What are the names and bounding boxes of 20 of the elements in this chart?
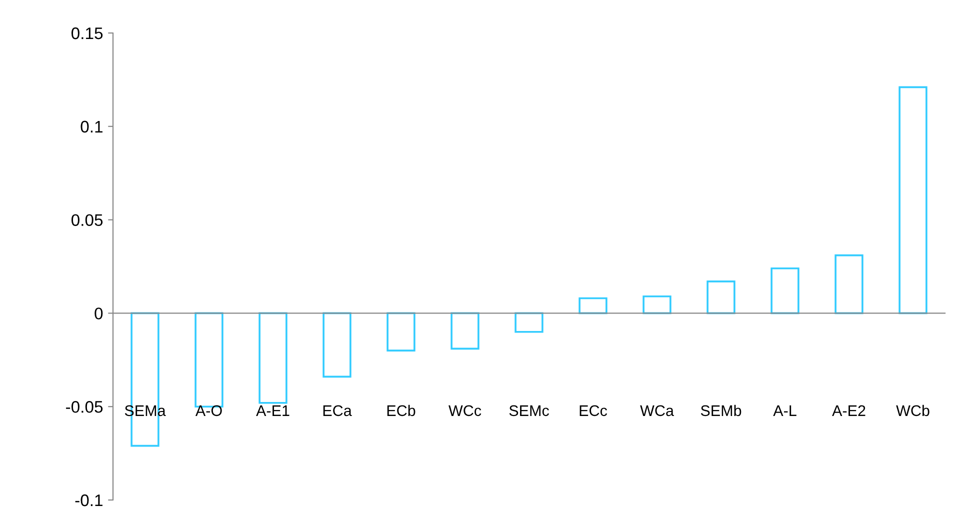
x-tick-label: A-E2 (832, 405, 866, 416)
x-tick-label: SEMb (700, 404, 742, 416)
x-tick-label: WCa (640, 405, 674, 416)
x-tick-label: WCb (896, 404, 930, 416)
x-tick-label: WCc (448, 405, 482, 416)
y-tick-label: -0.1 (75, 494, 102, 506)
x-tick-label: ECa (323, 405, 352, 416)
x-tick-label: ECc (580, 405, 608, 416)
y-tick-label: 0.1 (80, 120, 102, 133)
x-tick-label: ECb (387, 404, 416, 416)
y-tick-label: 0.15 (71, 27, 103, 40)
bar (898, 86, 928, 314)
y-tick-label: 0 (94, 308, 103, 320)
bar (258, 312, 288, 404)
x-tick-label: SEMc (509, 405, 549, 416)
x-tick-label: A-E1 (256, 405, 290, 416)
x-tick-label: A-O (195, 405, 222, 416)
y-tick-label: 0.05 (71, 214, 103, 226)
x-tick-label: A-L (773, 405, 796, 416)
y-tick-label: -0.05 (66, 401, 103, 413)
